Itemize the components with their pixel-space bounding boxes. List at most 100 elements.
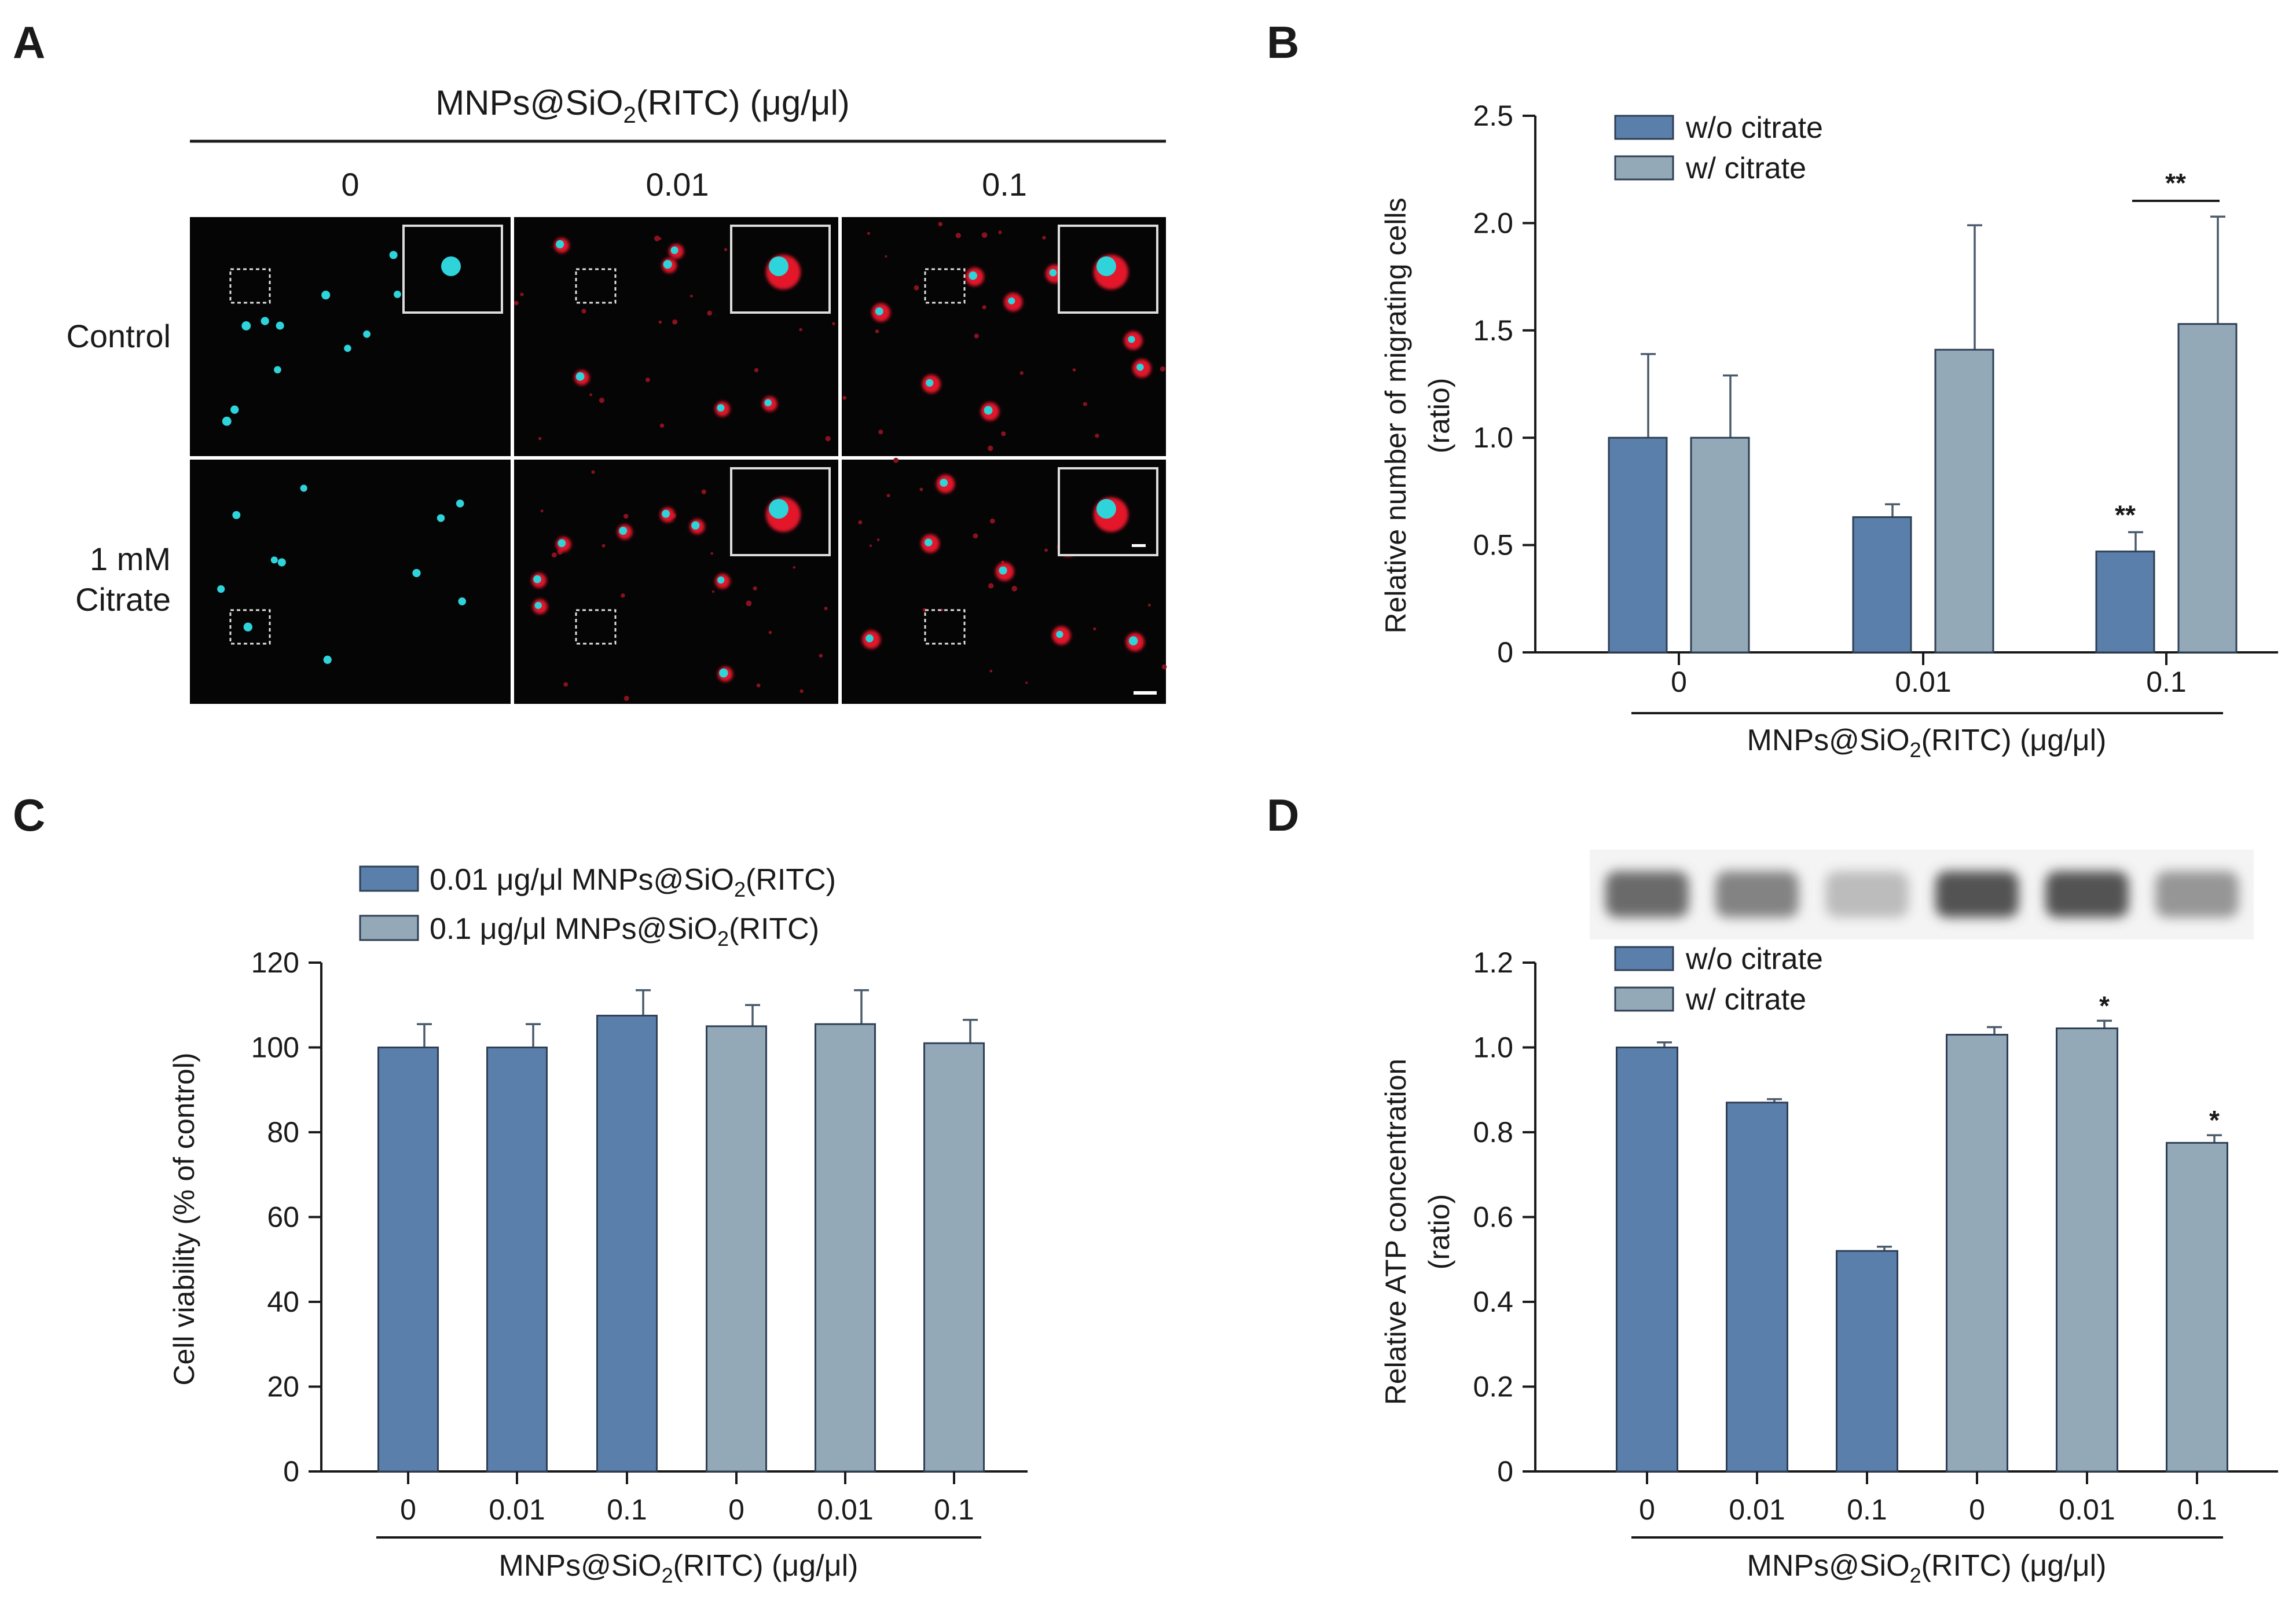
chart-d-y-tick-label: 0.4: [1473, 1286, 1513, 1318]
chart-b-bar: [2095, 550, 2155, 654]
micrograph-background: [190, 460, 511, 704]
cyan-nucleus: [1008, 297, 1015, 304]
red-speckle: [538, 436, 542, 441]
red-speckle: [589, 393, 592, 397]
cyan-nucleus: [575, 372, 585, 381]
red-speckle: [832, 322, 835, 325]
red-speckle: [551, 552, 557, 558]
red-speckle: [974, 333, 979, 339]
red-speckle: [886, 494, 890, 498]
inset-cyan-nucleus: [441, 256, 461, 276]
chart-d-y-tick-label: 0.2: [1473, 1371, 1513, 1403]
chart-d-y-tick-label: 1.2: [1473, 946, 1513, 979]
chart-b-x-tick-label: 0.01: [1895, 666, 1951, 698]
micrograph-r1-c2: [842, 457, 1167, 704]
chart-d-bar: [1836, 1250, 1898, 1473]
chart-c-y-tick-label: 0: [283, 1455, 299, 1488]
red-speckle: [1093, 627, 1096, 631]
chart-b-y-tick-label: 2.0: [1473, 207, 1513, 239]
chart-b-significance-label: **: [2115, 500, 2136, 530]
selection-box: [575, 609, 617, 645]
chart-b-bar: [1690, 436, 1750, 654]
red-speckle: [990, 518, 995, 524]
red-speckle: [623, 696, 629, 701]
cyan-nucleus: [1056, 630, 1063, 638]
blot-band: [1825, 871, 1909, 917]
red-speckle: [753, 586, 757, 591]
panel-c-letter: C: [13, 790, 45, 840]
panel-d-ylabel-2: (ratio): [1423, 1194, 1455, 1270]
red-speckle: [1072, 368, 1076, 372]
chart-d-significance-label: *: [2099, 990, 2110, 1021]
chart-c-x-tick-label: 0.01: [817, 1493, 873, 1526]
chart-c-bar: [815, 1023, 876, 1473]
blot-band: [1715, 871, 1799, 917]
micrograph-r0-c0: [190, 217, 511, 456]
cyan-nucleus: [261, 317, 269, 325]
cyan-nucleus: [999, 566, 1007, 575]
panel-a-header: MNPs@SiO2(RITC) (μg/μl): [435, 83, 850, 128]
chart-c-y-tick-label: 20: [267, 1371, 299, 1403]
chart-b-legend-swatch: [1614, 155, 1674, 181]
cyan-nucleus: [940, 479, 948, 487]
inset-cyan-nucleus: [769, 256, 788, 276]
panel-c-xlabel: MNPs@SiO2(RITC) (μg/μl): [499, 1549, 859, 1587]
red-speckle: [520, 292, 524, 296]
cyan-nucleus: [875, 307, 883, 315]
chart-c-legend-label: 0.1 μg/μl MNPs@SiO2(RITC): [430, 912, 819, 950]
chart-c-y-tick-label: 60: [267, 1201, 299, 1234]
red-speckle: [998, 230, 1002, 234]
cyan-nucleus: [344, 344, 351, 352]
chart-c-legend-swatch: [359, 915, 419, 941]
cyan-nucleus: [456, 500, 464, 508]
chart-c-bar: [486, 1047, 548, 1473]
cyan-nucleus: [556, 240, 564, 249]
panel-a: A MNPs@SiO2(RITC) (μg/μl) 0 0.01 0.1 Con…: [13, 17, 1167, 704]
cyan-nucleus: [1128, 336, 1135, 343]
cyan-nucleus: [1049, 269, 1057, 277]
cyan-nucleus: [300, 484, 307, 492]
red-speckle: [858, 520, 863, 524]
chart-b-x-tick-label: 0.1: [2146, 666, 2187, 698]
chart-c: 0 20 40 60 80 100 120 0 0.01 0.1 0 0.01 0.1 0.01 μg/μ…: [251, 863, 1028, 1526]
red-speckle: [701, 489, 706, 494]
blot-band: [2155, 871, 2239, 917]
micrograph-r0-c1: [514, 217, 838, 456]
scale-bar: [1134, 691, 1157, 695]
red-speckle: [659, 423, 665, 428]
panel-b-xlabel: MNPs@SiO2(RITC) (μg/μl): [1747, 724, 2107, 762]
chart-c-legend-swatch: [359, 865, 419, 892]
cyan-nucleus: [274, 366, 281, 374]
cyan-nucleus: [717, 404, 725, 412]
micrograph-r1-c1: [514, 460, 838, 704]
cyan-nucleus: [437, 514, 445, 522]
red-speckle: [768, 630, 772, 634]
chart-d-y-tick-label: 1.0: [1473, 1032, 1513, 1064]
cyan-nucleus: [662, 509, 670, 518]
panel-b: B Relative number of migrating cells (ra…: [1267, 17, 2278, 762]
cyan-nucleus: [323, 655, 332, 664]
blot-background: [1590, 850, 2254, 939]
chart-b: 0 0.5 1.0 1.5 2.0 2.5 0 0.01 0.1 ** w/o citrate w/ …: [1473, 100, 2278, 698]
red-speckle: [799, 689, 804, 693]
chart-b-bar: [1608, 436, 1668, 654]
chart-c-y-tick-label: 120: [251, 946, 299, 979]
panel-a-row-label-control: Control: [66, 318, 171, 354]
cyan-nucleus: [925, 538, 933, 546]
red-speckle: [707, 310, 712, 316]
red-speckle: [914, 285, 919, 291]
chart-d-bar: [2166, 1141, 2228, 1473]
cyan-nucleus: [321, 291, 331, 300]
chart-b-x-tick-label: 0: [1671, 666, 1687, 698]
red-speckle: [1147, 603, 1151, 607]
red-speckle: [876, 538, 880, 541]
red-speckle: [938, 222, 943, 226]
red-speckle: [982, 305, 986, 310]
red-speckle: [869, 544, 872, 548]
panel-b-letter: B: [1267, 17, 1299, 68]
cyan-nucleus: [926, 379, 934, 387]
red-speckle: [540, 509, 544, 513]
red-speckle: [645, 377, 650, 383]
red-speckle: [1083, 402, 1087, 406]
chart-d-y-tick-label: 0: [1497, 1455, 1513, 1488]
